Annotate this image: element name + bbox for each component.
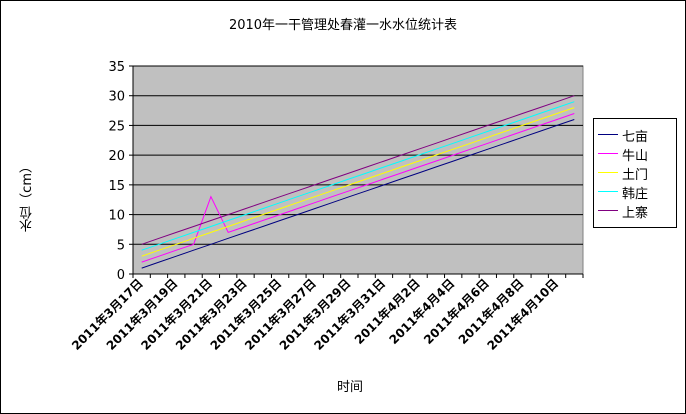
gridlines xyxy=(133,65,583,245)
y-tick-label: 30 xyxy=(108,90,125,105)
legend: 七亩牛山土门韩庄上寨 xyxy=(593,118,677,228)
y-tick-label: 10 xyxy=(108,209,125,224)
y-tick-label: 35 xyxy=(108,60,125,75)
legend-swatch xyxy=(598,134,618,135)
legend-swatch xyxy=(598,172,618,173)
x-axis-label: 时间 xyxy=(336,380,363,395)
chart-title: 2010年一干管理处春灌一水水位统计表 xyxy=(228,18,458,33)
y-tick-label: 20 xyxy=(108,149,125,164)
y-tick-labels: 0 5 10 15 20 25 30 35 xyxy=(108,60,133,283)
x-tick-labels: 2011年3月17日2011年3月19日2011年3月21日2011年3月23日… xyxy=(68,276,561,353)
legend-swatch xyxy=(598,153,618,154)
y-tick-label: 0 xyxy=(117,268,125,283)
y-tick-label: 15 xyxy=(108,179,125,194)
legend-swatch xyxy=(598,210,618,211)
legend-label: 土门 xyxy=(622,168,649,183)
series-line-4 xyxy=(141,101,575,251)
legend-label: 韩庄 xyxy=(622,187,649,202)
series-line-5 xyxy=(141,95,575,245)
legend-label: 牛山 xyxy=(622,149,649,164)
y-tick-label: 25 xyxy=(108,119,125,134)
series-lines xyxy=(141,95,575,269)
legend-label: 上寨 xyxy=(622,206,649,221)
y-tick-label: 5 xyxy=(117,238,125,253)
legend-label: 七亩 xyxy=(622,130,649,145)
series-line-3 xyxy=(141,107,575,257)
series-line-1 xyxy=(141,119,575,269)
series-line-2 xyxy=(141,113,575,263)
legend-swatch xyxy=(598,191,618,192)
axes xyxy=(132,66,584,278)
